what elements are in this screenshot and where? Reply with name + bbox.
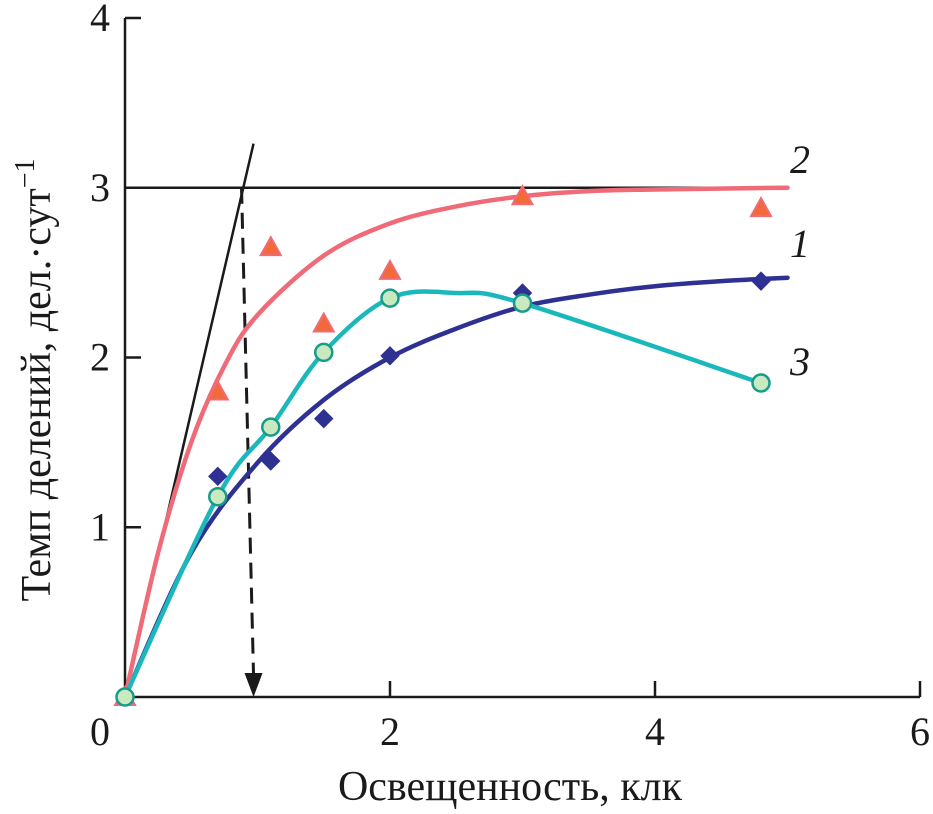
series-2-point <box>749 196 773 218</box>
series-1-point <box>751 271 771 291</box>
series-2-point <box>259 235 283 257</box>
markers <box>113 184 773 707</box>
series-1-point <box>314 408 334 429</box>
series-3-point <box>751 373 771 393</box>
x-tick-label: 2 <box>380 709 400 754</box>
x-ticks: 0 2 4 6 <box>90 681 930 754</box>
series-2-point <box>378 258 402 280</box>
series-1-label: 1 <box>790 221 810 266</box>
series-3-point <box>314 342 334 363</box>
y-axis-title: Темп делений, дел.·сут−1 <box>10 159 60 602</box>
series-2-point <box>510 184 535 206</box>
series-2-curve <box>122 185 790 700</box>
series-3-point <box>380 288 400 308</box>
y-axis-title-superscript: −1 <box>10 159 41 189</box>
series-3-point <box>115 687 135 707</box>
x-axis-title: Освещенность, клк <box>338 764 683 810</box>
dashed-arrow-line <box>240 187 256 676</box>
series-3-point <box>261 417 281 437</box>
y-axis-title-main: Темп делений, дел.·сут <box>14 188 60 601</box>
series-2-point <box>206 379 230 401</box>
series-3-point <box>512 293 533 313</box>
y-tick-label: 3 <box>90 165 110 210</box>
x-tick-label: 4 <box>645 709 665 754</box>
series-1-point <box>380 346 400 366</box>
y-tick-label: 4 <box>90 0 110 40</box>
series-2-label: 2 <box>790 137 810 182</box>
annotations <box>123 143 788 698</box>
dashed-arrow-head <box>244 673 263 697</box>
y-tick-label: 2 <box>90 335 110 380</box>
series-3-point <box>208 486 228 507</box>
series-1-point <box>261 451 281 471</box>
curve-labels: 1 2 3 <box>789 137 810 384</box>
y-tick-label: 1 <box>90 504 110 549</box>
series-1-point <box>208 466 228 487</box>
series-3-label: 3 <box>789 339 810 384</box>
series-1-curve <box>122 275 790 700</box>
y-ticks: 1 2 3 4 <box>90 0 141 549</box>
series-2-point <box>312 311 336 333</box>
x-tick-label: 6 <box>910 709 930 754</box>
x-tick-label: 0 <box>90 709 110 754</box>
